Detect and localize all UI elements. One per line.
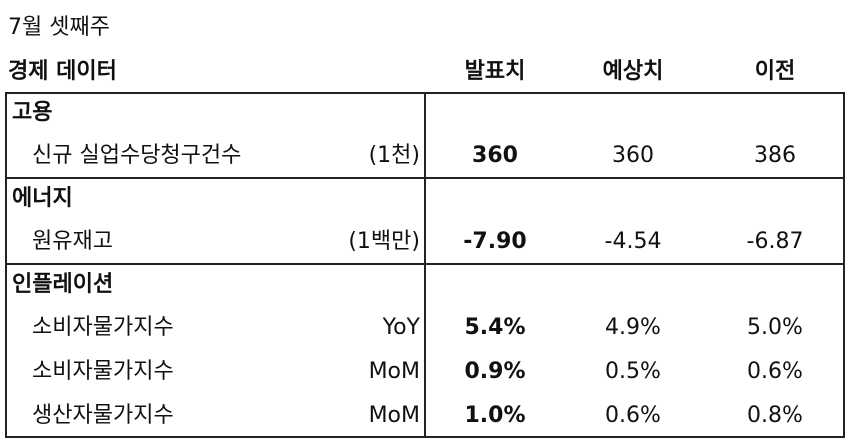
- previous-value: -6.87: [746, 229, 804, 254]
- header-cell: 발표치: [464, 59, 526, 84]
- section-title: 고용: [12, 100, 53, 125]
- previous-value: 0.6%: [747, 359, 803, 384]
- row-unit: (1천): [368, 143, 420, 168]
- actual-value: 360: [472, 143, 518, 168]
- rule: [843, 92, 845, 438]
- forecast-value: 4.9%: [605, 315, 661, 340]
- rule: [5, 92, 7, 438]
- forecast-value: -4.54: [604, 229, 662, 254]
- row-unit: YoY: [382, 315, 420, 340]
- forecast-value: 360: [612, 143, 654, 168]
- rule: [424, 92, 426, 438]
- row-unit: (1백만): [348, 229, 420, 254]
- section-title: 에너지: [12, 186, 73, 211]
- page-title: 7월 셋째주: [8, 15, 110, 40]
- row-label: 신규 실업수당청구건수: [32, 143, 242, 168]
- previous-value: 5.0%: [747, 315, 803, 340]
- header-cell: 이전: [754, 59, 796, 84]
- header-cell: 예상치: [602, 59, 664, 84]
- actual-value: 0.9%: [464, 359, 526, 384]
- actual-value: 1.0%: [464, 403, 526, 428]
- previous-value: 0.8%: [747, 403, 803, 428]
- row-unit: MoM: [368, 359, 420, 384]
- row-label: 원유재고: [32, 229, 113, 254]
- section-title: 인플레이션: [12, 272, 114, 297]
- row-label: 생산자물가지수: [32, 403, 174, 428]
- row-label: 소비자물가지수: [32, 315, 174, 340]
- header-label: 경제 데이터: [8, 59, 117, 84]
- actual-value: -7.90: [463, 229, 527, 254]
- row-unit: MoM: [368, 403, 420, 428]
- forecast-value: 0.6%: [605, 403, 661, 428]
- row-label: 소비자물가지수: [32, 359, 174, 384]
- actual-value: 5.4%: [464, 315, 526, 340]
- forecast-value: 0.5%: [605, 359, 661, 384]
- previous-value: 386: [754, 143, 796, 168]
